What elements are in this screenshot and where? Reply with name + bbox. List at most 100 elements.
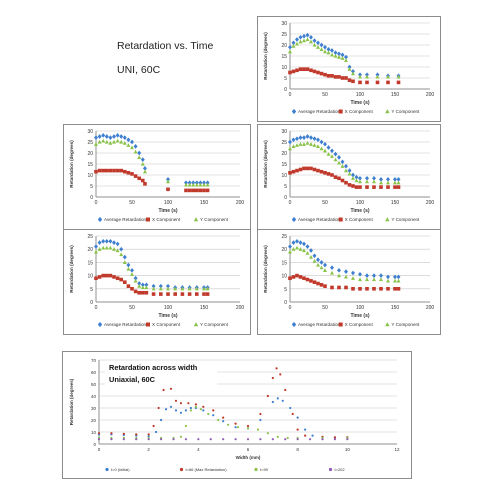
data-point [330,48,334,53]
data-point [194,286,199,291]
data-point [271,376,274,380]
data-point [386,287,390,291]
legend-marker [179,467,184,472]
data-point [184,438,188,441]
data-point [119,246,124,252]
x-tick-label: 150 [391,92,400,98]
data-point [365,277,369,282]
legend-label: Y Component [391,109,420,114]
data-point [259,418,262,422]
y-tick-label: 0 [90,300,93,306]
data-point [173,292,177,296]
data-point [205,188,210,193]
data-point [259,438,262,441]
chart-panel-4-svg: 0 5 10 15 20 25 0 50 100 150 200 Time (s) Retardatio… [69,234,244,328]
x-axis-label: Time (s) [350,313,369,319]
data-point [316,70,320,75]
data-point [205,286,210,291]
x-tick-label: 100 [164,305,173,311]
legend-marker [146,322,150,327]
data-point [94,169,98,174]
legend-marker [146,217,150,222]
data-point [234,426,237,429]
data-point [333,438,337,441]
data-point [298,142,303,146]
x-axis-label: Time (s) [350,100,369,106]
data-point [333,151,338,157]
x-tick-label: 50 [129,200,135,206]
data-point [130,139,134,145]
data-point [115,133,120,138]
series-1 [97,367,349,439]
data-point [379,277,383,282]
data-point [197,438,200,441]
legend-label: Y Component [391,217,420,222]
data-point [298,34,303,40]
data-point [316,262,320,267]
data-point [319,146,324,151]
data-point [173,286,178,291]
data-point [358,80,362,85]
data-point [97,168,102,173]
data-point [166,177,170,182]
data-point [288,276,292,281]
data-point [104,139,109,144]
data-point [291,137,296,143]
x-tick-label: 0 [289,305,292,311]
data-point [137,176,141,181]
y-tick-label: 0 [284,195,287,201]
data-point [202,405,205,408]
data-point [101,245,106,250]
data-point [323,44,327,50]
legend-marker [97,216,103,223]
data-point [319,260,324,265]
data-point [104,238,109,244]
data-point [319,283,324,287]
data-point [295,37,299,42]
y-tick-label: 5 [284,76,287,82]
data-point [157,406,160,410]
data-point [298,275,303,279]
data-point [246,438,250,441]
data-point [365,287,369,291]
data-point [202,409,205,412]
x-tick-label: 4 [197,447,200,452]
data-point [133,144,138,149]
legend-marker [385,109,390,114]
data-point [122,438,125,441]
data-point [340,178,345,183]
data-point [386,274,390,280]
data-point [174,399,178,402]
data-point [104,245,109,250]
data-point [133,278,138,283]
y-tick-label: 10 [91,430,97,435]
data-point [340,164,345,168]
legend-label: Y Component [200,322,229,327]
data-point [169,405,173,408]
data-point [295,168,299,173]
data-point [266,432,269,435]
series-1 [288,67,401,85]
x-tick-label: 50 [322,92,328,98]
data-point [212,414,215,417]
data-point [302,248,306,253]
data-point [115,241,120,247]
x-tick-label: 2 [147,447,150,452]
data-point [289,406,292,410]
data-point [105,168,109,173]
data-point [298,39,303,44]
data-point [259,412,262,416]
series-2 [94,245,210,291]
series-0 [288,32,401,79]
data-point [375,80,380,85]
y-tick-label: 30 [87,129,93,135]
x-axis-label: Width (mm) [236,455,261,460]
y-tick-label: 25 [281,140,287,146]
data-point [304,428,307,431]
data-point [234,422,237,425]
data-point [112,168,116,173]
data-point [365,179,369,184]
series-2 [288,140,401,185]
data-point [195,292,199,296]
data-point [194,182,199,187]
